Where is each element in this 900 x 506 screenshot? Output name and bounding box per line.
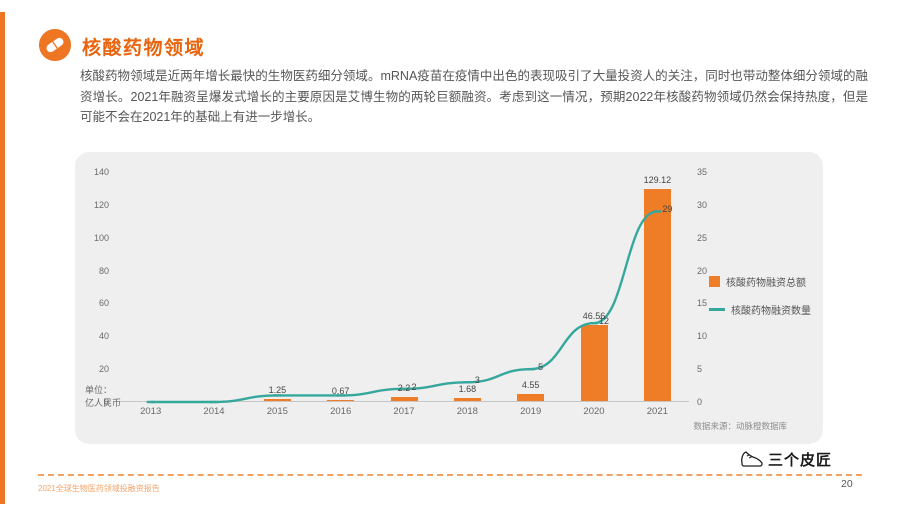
x-axis-label: 2019 [520, 406, 542, 417]
line-value-label: 2 [411, 381, 417, 392]
left-axis-tick: 140 [93, 167, 109, 177]
logo-text: 三个皮匠 [768, 451, 833, 469]
footer-dashed-divider [38, 474, 862, 476]
x-axis-label: 2014 [203, 406, 225, 417]
left-axis-tick: 80 [98, 265, 109, 276]
bar-value-label: 1.25 [268, 384, 287, 395]
page-number: 20 [841, 478, 853, 490]
chart-plot-area: 1.25 0.67 2.2 1.68 4.55 46.56 129.12 2 3 5 12 29 [119, 172, 689, 404]
x-axis-label: 2016 [330, 406, 352, 417]
bar-value-label: 129.12 [643, 174, 672, 185]
right-axis-tick: 15 [697, 298, 708, 309]
right-axis-tick: 20 [697, 265, 708, 276]
chart-panel: 0 20 40 60 80 100 120 140 0 5 10 15 20 25 30 35 1.25 0.… [75, 152, 823, 444]
axis-unit-line2: 亿人民币 [85, 398, 122, 408]
bar-2017 [390, 397, 418, 401]
line-value-label: 29 [662, 204, 673, 215]
x-axis-label: 2021 [646, 406, 668, 417]
legend-item: 核酸药物融资数量 [709, 302, 811, 317]
bar-2018 [453, 398, 481, 401]
left-accent-bar [0, 12, 5, 504]
right-axis-tick: 10 [697, 331, 708, 342]
footer-report-title: 2021全球生物医药领域投融资报告 [38, 484, 160, 493]
data-source-note: 数据来源：动脉橙数据库 [693, 421, 787, 431]
x-axis-label: 2013 [140, 406, 162, 417]
bar-2021 [643, 188, 671, 401]
line-value-label: 5 [538, 362, 544, 373]
left-axis-tick: 0 [103, 397, 109, 407]
logo: 三个皮匠 [738, 448, 832, 470]
bar-value-label: 1.68 [458, 384, 477, 395]
right-axis-tick: 30 [697, 199, 708, 210]
left-axis-tick: 100 [93, 232, 109, 243]
right-axis-ticks: 0 5 10 15 20 25 30 35 [697, 167, 727, 407]
line-value-label: 3 [474, 375, 480, 386]
right-axis-tick: 5 [697, 364, 703, 375]
left-axis-tick: 120 [93, 199, 109, 210]
left-axis-ticks: 0 20 40 60 80 100 120 140 [75, 167, 109, 407]
legend-label: 核酸药物融资总额 [726, 278, 806, 289]
bar-2020 [580, 324, 608, 401]
bar-2019 [517, 393, 545, 401]
x-axis-label: 2018 [456, 406, 478, 417]
page-title: 核酸药物领域 [82, 38, 206, 59]
line-value-label: 12 [598, 316, 610, 327]
x-axis-label: 2020 [583, 406, 605, 417]
legend-item: 核酸药物融资总额 [709, 274, 811, 289]
axis-unit-line1: 单位： [85, 385, 113, 395]
bar-value-label: 46.56 [582, 310, 606, 321]
bar-2015 [263, 398, 291, 401]
left-axis-tick: 40 [98, 331, 109, 342]
shoe-icon [741, 451, 763, 467]
bar-2016 [327, 399, 355, 401]
right-axis-tick: 25 [697, 232, 708, 243]
chart-legend: 核酸药物融资总额核酸药物融资数量 [709, 274, 811, 330]
right-axis-tick: 35 [697, 167, 708, 177]
right-axis-tick: 0 [697, 397, 703, 407]
body-paragraph: 核酸药物领域是近两年增长最快的生物医药细分领域。mRNA疫苗在疫情中出色的表现吸… [80, 69, 868, 124]
left-axis-tick: 60 [98, 298, 109, 309]
bar-value-label: 4.55 [521, 379, 540, 390]
x-axis-label: 2015 [266, 406, 288, 417]
line-series-svg [146, 210, 662, 404]
legend-line-swatch [709, 308, 725, 311]
pill-icon [38, 28, 72, 62]
axis-unit-label: 单位： 亿人民币 [85, 384, 121, 410]
bar-value-label: 0.67 [331, 385, 350, 396]
left-axis-tick: 20 [98, 364, 109, 375]
legend-bar-swatch [709, 276, 720, 287]
x-axis-label: 2017 [393, 406, 415, 417]
legend-label: 核酸药物融资数量 [731, 306, 811, 317]
bar-value-label: 2.2 [397, 383, 411, 394]
